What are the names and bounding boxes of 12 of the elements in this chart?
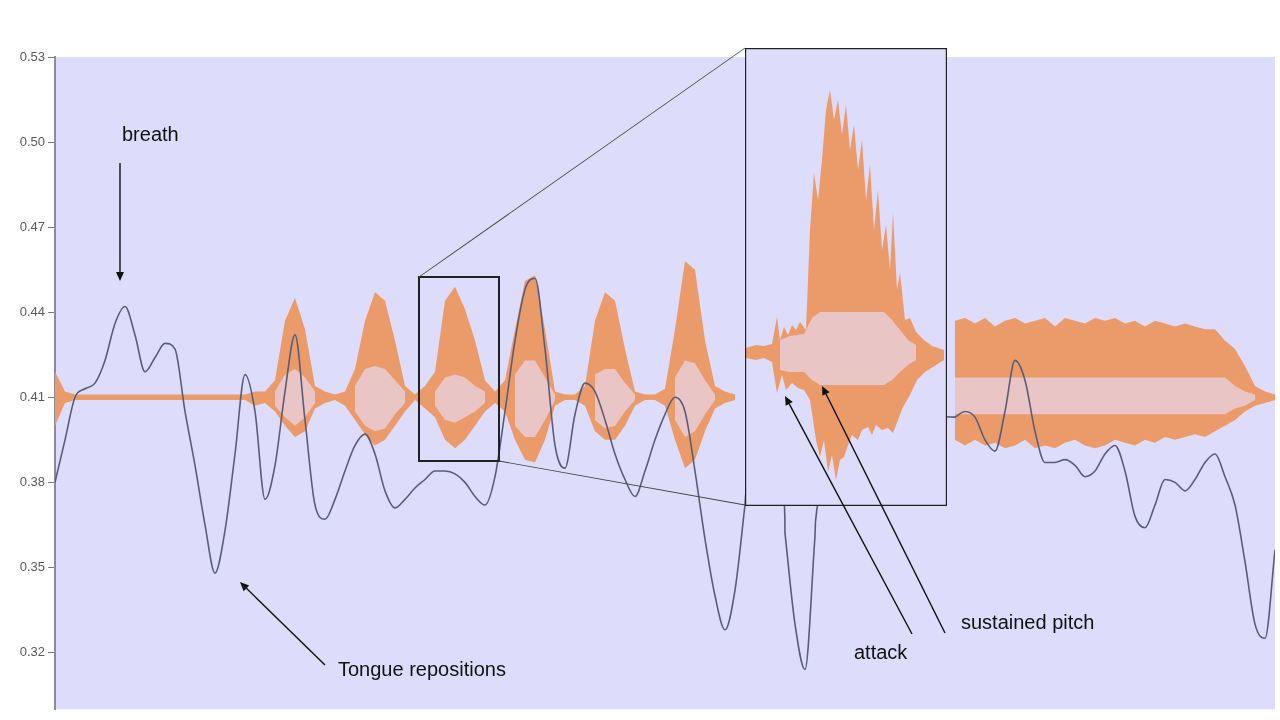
y-tick-label: 0.41	[19, 388, 45, 404]
y-tick-label: 0.44	[19, 303, 45, 319]
y-tick-label: 0.53	[19, 48, 45, 64]
y-tick-label: 0.32	[19, 644, 45, 660]
y-tick-label: 0.38	[19, 473, 45, 489]
y-tick-label: 0.50	[19, 133, 45, 149]
annotation: sustained pitch	[961, 611, 1095, 633]
annotation: attack	[854, 641, 908, 663]
y-tick-label: 0.47	[19, 218, 45, 234]
y-tick-label: 0.35	[19, 559, 45, 574]
annotation: Tongue repositions	[338, 658, 506, 680]
annotation: breath	[122, 123, 179, 145]
